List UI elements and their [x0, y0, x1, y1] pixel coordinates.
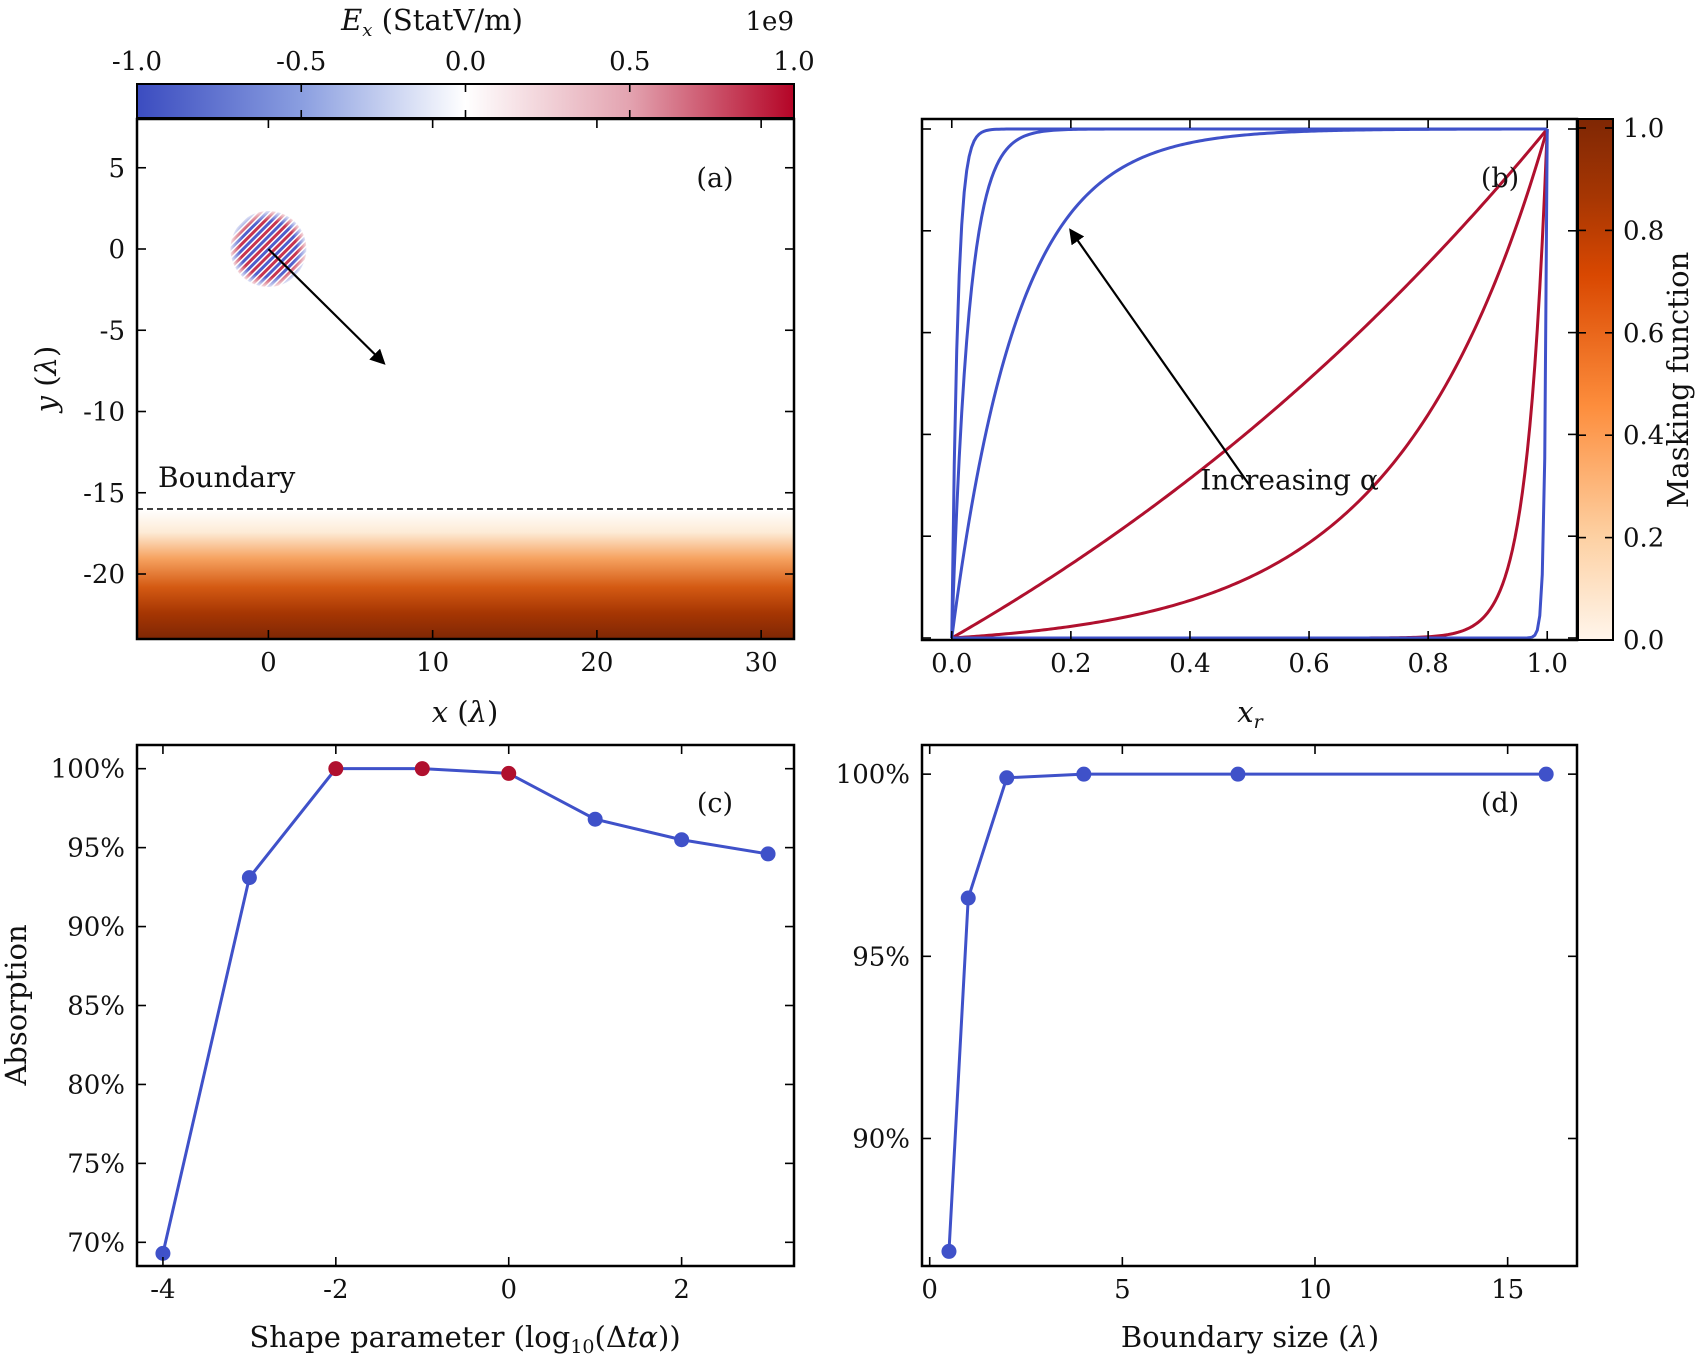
- panel-b-xtick-label: 0.2: [1050, 649, 1091, 679]
- panel-b-colorbar-tick-label: 1.0: [1623, 114, 1664, 144]
- panel-d-xtick-label: 0: [921, 1275, 938, 1305]
- panel-a-ytick-label: -5: [100, 316, 125, 346]
- panel-b-xtick-label: 0.6: [1288, 649, 1329, 679]
- panel-d-data-point: [999, 770, 1015, 786]
- panel-c-xlabel: Shape parameter (log10(Δtα)): [249, 1320, 680, 1358]
- panel-c-data-point: [328, 761, 344, 777]
- panel-a-ytick-label: 0: [108, 235, 125, 265]
- panel-a-colorbar-tick-label: 1.0: [773, 47, 814, 77]
- panel-b-xtick-label: 0.4: [1169, 649, 1210, 679]
- panel-d-data-point: [941, 1243, 957, 1259]
- panel-c-ytick-label: 80%: [67, 1070, 125, 1100]
- panel-d-series-line: [947, 772, 1547, 1252]
- panel-c-data-point: [674, 832, 690, 848]
- panel-b-xtick-label: 0.8: [1407, 649, 1448, 679]
- panel-b-series-alpha-2: [951, 128, 1549, 640]
- panel-a-ylabel: y (λ): [29, 346, 63, 415]
- panel-b-colorbar-tick-label: 0.0: [1623, 626, 1664, 656]
- panel-b-series-alpha-7: [951, 128, 1549, 640]
- panel-c-data-point: [155, 1245, 171, 1261]
- panel-c-data-point: [241, 870, 257, 886]
- panel-b-letter: (b): [1481, 163, 1519, 194]
- panel-a-colorbar-tick-label: 0.5: [609, 47, 650, 77]
- panel-d-xtick-label: 15: [1491, 1275, 1524, 1305]
- panel-b-colorbar-tick-label: 0.2: [1623, 524, 1664, 554]
- panel-c-ytick-label: 75%: [67, 1149, 125, 1179]
- panel-a: -1.0 -0.5 0.0 0.5 1.0 Ex (StatV/m) 1e9 Bound…: [29, 3, 815, 729]
- panel-d: (d) 0 5 10 15 100% 95% 90% Boundary size (λ): [836, 743, 1579, 1354]
- panel-a-direction-arrow: [267, 248, 386, 365]
- panel-a-xtick-label: 10: [416, 648, 449, 678]
- panel-c-xtick-label: -2: [323, 1275, 348, 1305]
- panel-c-letter: (c): [697, 788, 733, 819]
- panel-d-data-point: [1230, 766, 1246, 782]
- panel-c-xtick-label: 2: [673, 1275, 690, 1305]
- panel-c-ytick-label: 90%: [67, 913, 125, 943]
- panel-d-xlabel: Boundary size (λ): [1121, 1320, 1379, 1354]
- panel-d-ytick-label: 100%: [836, 760, 910, 790]
- panel-a-xtick-label: 30: [745, 648, 778, 678]
- panel-b-colorbar: [1577, 118, 1614, 641]
- panel-a-colorbar-title: Ex (StatV/m): [340, 3, 523, 41]
- panel-a-letter: (a): [696, 163, 733, 194]
- panel-b-xlabel: xr: [1237, 695, 1264, 733]
- panel-d-data-point: [960, 890, 976, 906]
- panel-b-colorbar-label: Masking function: [1661, 252, 1695, 509]
- panel-d-ytick-label: 95%: [852, 942, 910, 972]
- panel-a-boundary-region: [137, 509, 794, 639]
- panel-a-colorbar-tick-label: -0.5: [276, 47, 326, 77]
- panel-b-colorbar-tick-label: 0.4: [1623, 421, 1664, 451]
- panel-a-xtick-label: 20: [580, 648, 613, 678]
- panel-d-data-point: [1076, 766, 1092, 782]
- panel-b-series-alpha-6: [950, 127, 1548, 639]
- panel-b-colorbar-tick-label: 0.8: [1623, 216, 1664, 246]
- panel-c: (c) -4 -2 0 2 100% 95% 90% 85% 80% 75% 70% Shape p…: [0, 743, 796, 1358]
- panel-a-colorbar-tick-label: -1.0: [112, 47, 162, 77]
- panel-d-frame: [920, 743, 1579, 1268]
- panel-c-xtick-label: 0: [500, 1275, 517, 1305]
- panel-c-data-point: [587, 811, 603, 827]
- panel-d-data-point: [1538, 766, 1554, 782]
- panel-a-ytick-label: -15: [83, 479, 125, 509]
- panel-a-frame: [135, 117, 796, 641]
- panel-a-xtick-label: 0: [260, 648, 277, 678]
- panel-b-alpha-arrow: [1069, 228, 1251, 486]
- panel-d-xtick-label: 10: [1298, 1275, 1331, 1305]
- panel-c-data-point: [501, 765, 517, 781]
- panel-b-series-alpha-1: [951, 128, 1549, 640]
- panel-c-data-point: [414, 761, 430, 777]
- panel-c-ylabel: Absorption: [0, 924, 33, 1086]
- panel-c-data-point: [760, 846, 776, 862]
- panel-a-xlabel: x (λ): [432, 695, 499, 729]
- panel-b-annotation: Increasing α: [1200, 463, 1379, 496]
- panel-c-ytick-label: 85%: [67, 992, 125, 1022]
- panel-a-ytick-label: -20: [83, 560, 125, 590]
- panel-b-colorbar-tick-label: 0.6: [1623, 319, 1664, 349]
- panel-d-ytick-label: 90%: [852, 1124, 910, 1154]
- panel-c-series-line: [161, 767, 769, 1254]
- panel-d-letter: (d): [1481, 788, 1519, 819]
- panel-d-xtick-label: 5: [1114, 1275, 1131, 1305]
- panel-c-ytick-label: 95%: [67, 834, 125, 864]
- panel-a-boundary-label: Boundary: [158, 461, 296, 494]
- panel-b-xtick-label: 1.0: [1527, 649, 1568, 679]
- panel-c-ytick-label: 100%: [51, 755, 125, 785]
- panel-c-xtick-label: -4: [150, 1275, 175, 1305]
- panel-b-xtick-label: 0.0: [931, 649, 972, 679]
- panel-a-colorbar-tick-label: 0.0: [445, 47, 486, 77]
- panel-b: Increasing α (b) 0.0 0.2 0.4 0.6 0.8 1.0 xr 0…: [920, 114, 1695, 733]
- panel-a-ytick-label: 5: [108, 154, 125, 184]
- panel-a-colorbar-exponent: 1e9: [746, 7, 794, 37]
- panel-a-ytick-label: -10: [83, 398, 125, 428]
- panel-c-ytick-label: 70%: [67, 1228, 125, 1258]
